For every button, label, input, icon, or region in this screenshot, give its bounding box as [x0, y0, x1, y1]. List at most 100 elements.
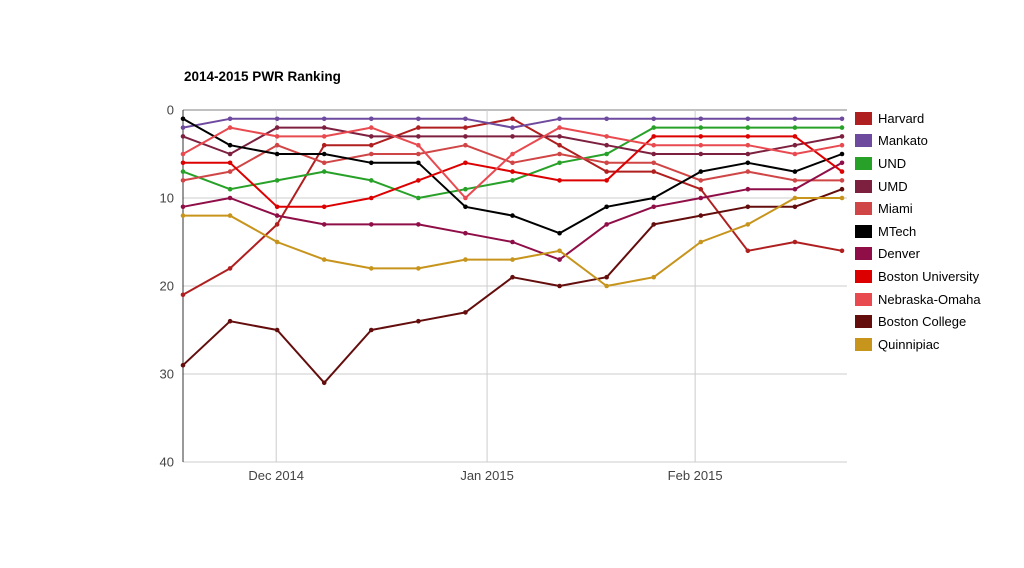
- chart-title: 2014-2015 PWR Ranking: [184, 69, 341, 84]
- series-point-und: [180, 169, 186, 174]
- series-point-quinnipiac: [557, 248, 562, 254]
- x-tick-label: Feb 2015: [668, 468, 723, 483]
- series-point-miami: [274, 142, 280, 148]
- series-point-boston-university: [180, 160, 186, 166]
- series-point-mtech: [463, 204, 468, 210]
- legend: Harvard Mankato UND UMD Miami MTech Denver Bost…: [855, 107, 981, 356]
- series-point-mtech: [745, 160, 751, 166]
- legend-label: Denver: [878, 246, 920, 262]
- series-point-denver: [510, 239, 515, 245]
- series-point-umd: [651, 151, 657, 157]
- series-point-boston-college: [368, 327, 374, 333]
- series-point-nebraska-omaha: [839, 142, 845, 148]
- series-point-boston-university: [274, 204, 280, 210]
- series-point-harvard: [274, 222, 280, 227]
- series-point-mankato: [792, 116, 798, 122]
- series-point-miami: [557, 151, 562, 157]
- series-point-denver: [180, 204, 186, 210]
- legend-swatch-harvard: [855, 111, 872, 125]
- x-tick-label: Jan 2015: [460, 468, 514, 483]
- series-point-boston-college: [839, 186, 845, 192]
- series-point-miami: [604, 160, 609, 166]
- legend-label: Boston University: [878, 268, 980, 284]
- series-point-harvard: [792, 239, 798, 245]
- series-point-boston-college: [463, 310, 468, 315]
- legend-label: UMD: [878, 178, 908, 194]
- series-point-denver: [651, 204, 657, 210]
- series-point-nebraska-omaha: [510, 151, 515, 157]
- series-point-mankato: [274, 116, 280, 122]
- y-tick-label: 10: [160, 191, 174, 206]
- series-point-quinnipiac: [274, 239, 280, 245]
- series-point-quinnipiac: [839, 195, 845, 201]
- series-point-quinnipiac: [792, 195, 798, 201]
- legend-swatch-miami: [855, 202, 872, 216]
- series-point-denver: [368, 222, 374, 227]
- legend-swatch-und: [855, 156, 872, 170]
- series-point-nebraska-omaha: [745, 142, 751, 148]
- series-point-mtech: [416, 160, 421, 166]
- legend-item-denver: Denver: [855, 243, 981, 266]
- series-point-und: [510, 178, 515, 183]
- series-point-miami: [651, 160, 657, 166]
- series-point-mankato: [698, 116, 704, 122]
- legend-label: Quinnipiac: [878, 336, 940, 352]
- series-point-quinnipiac: [651, 274, 657, 280]
- series-point-und: [698, 125, 704, 130]
- series-point-nebraska-omaha: [321, 134, 327, 139]
- series-point-mtech: [839, 151, 845, 157]
- series-point-miami: [180, 178, 186, 183]
- legend-label: Miami: [878, 201, 913, 217]
- series-point-quinnipiac: [368, 266, 374, 271]
- series-point-miami: [321, 160, 327, 166]
- series-point-boston-college: [321, 380, 327, 386]
- series-point-boston-university: [368, 195, 374, 201]
- series-point-mtech: [651, 195, 657, 201]
- series-point-quinnipiac: [510, 257, 515, 262]
- legend-item-miami: Miami: [855, 197, 981, 220]
- series-point-boston-university: [416, 178, 421, 183]
- legend-swatch-nebraska-omaha: [855, 292, 872, 306]
- series-point-denver: [604, 222, 609, 227]
- legend-label: MTech: [878, 223, 917, 239]
- series-point-boston-university: [698, 134, 704, 139]
- series-point-umd: [745, 151, 751, 157]
- series-point-umd: [792, 142, 798, 148]
- series-point-harvard: [510, 116, 515, 122]
- series-point-mankato: [227, 116, 233, 122]
- series-line-umd: [182, 126, 843, 155]
- series-point-nebraska-omaha: [651, 142, 657, 148]
- series-point-und: [416, 195, 421, 201]
- series-point-und: [368, 178, 374, 183]
- series-point-umd: [416, 134, 421, 139]
- series-point-mankato: [368, 116, 374, 122]
- series-point-mankato: [463, 116, 468, 122]
- series-point-nebraska-omaha: [604, 134, 609, 139]
- series-point-mankato: [557, 116, 562, 122]
- series-point-harvard: [839, 248, 845, 254]
- series-point-harvard: [463, 125, 468, 130]
- series-point-und: [839, 125, 845, 130]
- series-point-nebraska-omaha: [180, 151, 186, 157]
- legend-label: Boston College: [878, 314, 967, 330]
- series-point-nebraska-omaha: [227, 125, 233, 130]
- legend-item-mtech: MTech: [855, 220, 981, 243]
- series-point-nebraska-omaha: [698, 142, 704, 148]
- series-point-nebraska-omaha: [274, 134, 280, 139]
- series-point-und: [227, 186, 233, 192]
- series-point-und: [274, 178, 280, 183]
- series-point-mankato: [604, 116, 609, 122]
- series-point-boston-university: [557, 178, 562, 183]
- legend-item-boston-university: Boston University: [855, 265, 981, 288]
- series-point-boston-college: [274, 327, 280, 333]
- series-point-boston-college: [651, 222, 657, 227]
- series-point-boston-college: [604, 274, 609, 280]
- series-point-umd: [604, 142, 609, 148]
- series-point-denver: [321, 222, 327, 227]
- series-point-harvard: [604, 169, 609, 174]
- series-point-miami: [839, 178, 845, 183]
- y-tick-label: 0: [167, 103, 174, 118]
- series-point-umd: [227, 151, 233, 157]
- series-point-denver: [745, 186, 751, 192]
